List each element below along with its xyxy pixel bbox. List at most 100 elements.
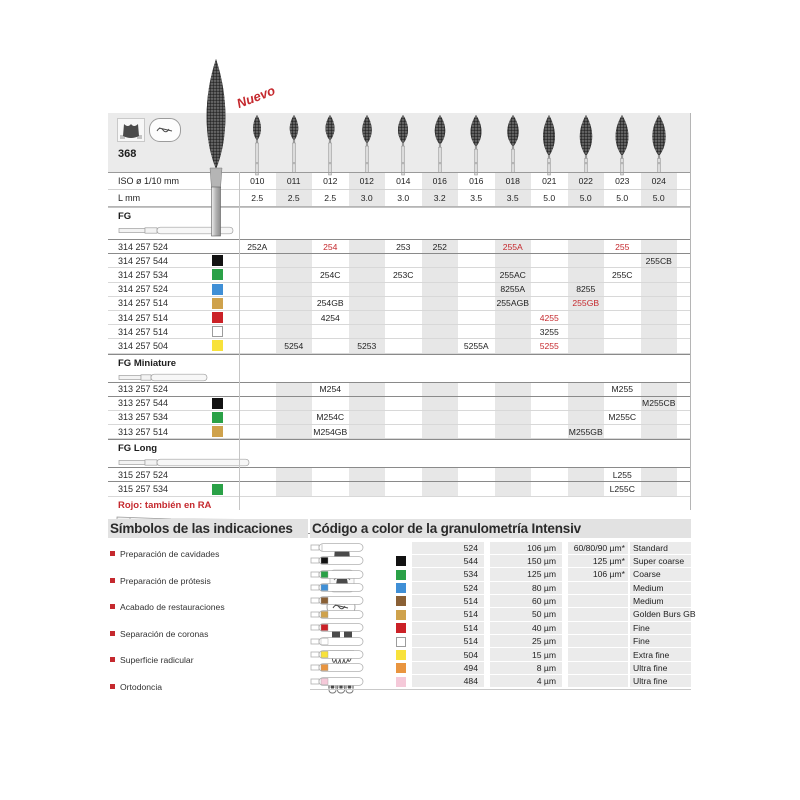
- grit-color-chip: [212, 483, 223, 495]
- grit-color-chip: [212, 297, 223, 309]
- product-cell: [640, 382, 677, 396]
- product-cell: 253: [396, 241, 411, 252]
- legend-row: 534 125 µm 106 µm* Coarse: [310, 568, 691, 581]
- legend-row: 524 106 µm 60/80/90 µm* Standard: [310, 541, 691, 554]
- red-bullet: [110, 604, 115, 610]
- product-label-cell: 313 257 524: [108, 383, 239, 396]
- product-label-cell: 314 257 514: [108, 325, 239, 338]
- product-row: 314 257 524 252A 254 253 252 255A 255: [108, 239, 691, 255]
- product-cell: [567, 482, 604, 496]
- figure-number: 368: [118, 148, 137, 160]
- product-code: 314 257 524: [118, 284, 169, 295]
- product-cell: [531, 383, 568, 396]
- legend-grit-cell: 25 µm: [490, 635, 562, 648]
- product-cell: [275, 240, 312, 254]
- product-cell: [239, 383, 276, 396]
- length-value-cell: 5.0: [567, 190, 604, 206]
- product-cell: [239, 425, 276, 438]
- legend-name-cell: Medium: [630, 581, 691, 594]
- length-value-cell: 5.0: [616, 193, 629, 203]
- indication-label: Preparación de prótesis: [120, 575, 211, 586]
- product-row: 314 257 544 255CB: [108, 254, 691, 269]
- red-bullet: [110, 630, 115, 636]
- indication-label: Ortodoncia: [120, 681, 163, 692]
- indication-cavity-icon: [117, 118, 145, 142]
- legend-bur-icon: [310, 543, 364, 552]
- product-cell: [458, 240, 495, 253]
- product-row: 315 257 524 L255: [108, 467, 691, 483]
- product-cell: [421, 425, 458, 439]
- section-label: FG Miniature: [118, 357, 177, 369]
- product-cell: [348, 310, 385, 325]
- legend-extra-cell: [568, 675, 628, 688]
- product-cell: [348, 425, 385, 439]
- product-cell: [421, 482, 458, 496]
- fg-long-shank-icon: [118, 459, 250, 467]
- indication-item: Ortodoncia: [108, 678, 354, 705]
- product-cell: [385, 468, 422, 481]
- legend-row: 504 15 µm Extra fine: [310, 648, 691, 661]
- product-cell: [531, 254, 568, 267]
- iso-value-cell: 012: [348, 173, 385, 189]
- product-cell: [494, 325, 531, 339]
- product-cell: 3255: [539, 326, 559, 337]
- product-label-cell: 314 257 544: [108, 254, 239, 267]
- indication-label: Acabado de restauraciones: [120, 602, 225, 613]
- product-cell: [458, 425, 495, 438]
- grit-color-chip: [396, 623, 406, 634]
- legend-bur-icon: [310, 569, 364, 579]
- legend-code-cell: 514: [412, 621, 484, 634]
- product-cell: 5255: [539, 340, 559, 351]
- grit-color-chip: [212, 326, 223, 338]
- product-cell: [275, 468, 312, 482]
- indication-item: Preparación de prótesis: [108, 569, 355, 599]
- product-label-cell: 314 257 514: [108, 311, 239, 324]
- product-cell: [312, 283, 349, 296]
- length-value-cell: 5.0: [543, 193, 556, 203]
- legend-extra-cell: [568, 581, 628, 594]
- iso-value-cell: 018: [494, 173, 531, 189]
- product-cell: [494, 396, 531, 410]
- length-value-cell: 2.5: [324, 193, 337, 203]
- legend-name-cell: Ultra fine: [630, 675, 691, 688]
- product-cell: [239, 397, 276, 410]
- product-cell: [312, 254, 349, 267]
- legend-extra-cell: 60/80/90 µm*: [568, 541, 628, 554]
- grit-color-chip: [396, 596, 406, 607]
- iso-value-cell: 016: [421, 173, 458, 189]
- legend-code-cell: 504: [412, 648, 484, 661]
- indication-label: Separación de coronas: [120, 628, 209, 639]
- legend-grit-cell: 80 µm: [490, 581, 562, 594]
- legend-code-cell: 524: [412, 581, 484, 594]
- legend-row: 514 25 µm Fine: [310, 635, 691, 648]
- symbols-section-title: Símbolos de las indicaciones: [108, 519, 308, 538]
- legend-name-cell: Super coarse: [630, 554, 691, 568]
- product-cell: [531, 468, 568, 481]
- legend-code-cell: 514: [412, 608, 484, 621]
- iso-value-cell: 023: [615, 176, 630, 186]
- iso-value-cell: 014: [396, 176, 411, 186]
- label-column-divider: [239, 172, 240, 510]
- column-bur-illustration: [470, 115, 482, 176]
- product-cell: [458, 397, 495, 410]
- product-cell: [604, 325, 641, 338]
- product-cell: [421, 268, 458, 282]
- product-cell: 255AGB: [494, 296, 531, 310]
- legend-name-cell: Fine: [630, 621, 691, 634]
- column-bur-illustration: [579, 115, 592, 176]
- legend-bottom-rule: [310, 689, 691, 690]
- legend-grit-cell: 150 µm: [490, 554, 562, 568]
- product-cell: [421, 382, 458, 396]
- product-row: 313 257 544 M255CB: [108, 396, 691, 411]
- iso-value-cell: 012: [323, 176, 338, 186]
- product-cell: 5254: [275, 339, 312, 353]
- product-cell: [421, 339, 458, 353]
- grit-color-chip: [212, 397, 223, 409]
- legend-row: 514 60 µm Medium: [310, 594, 691, 608]
- featured-bur-illustration: [206, 59, 226, 237]
- legend-name-cell: Extra fine: [630, 648, 691, 661]
- product-cell: [531, 240, 568, 253]
- grit-color-chip: [212, 255, 223, 267]
- product-cell: [567, 410, 604, 425]
